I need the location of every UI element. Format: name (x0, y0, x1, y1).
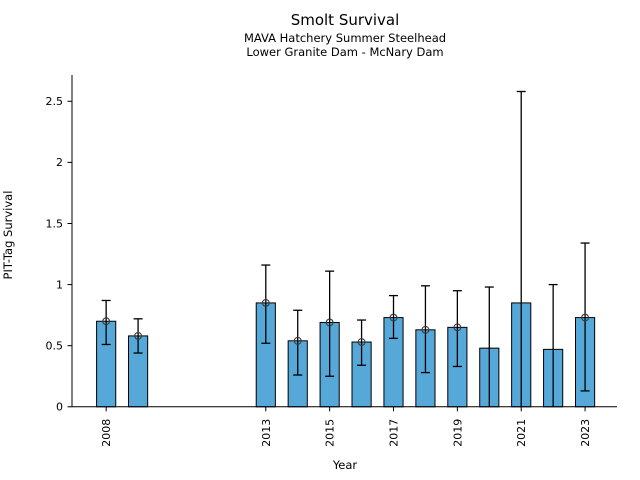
x-tick-label: 2013 (260, 419, 273, 447)
y-tick-label: 1.5 (46, 217, 64, 230)
chart-subtitle-reach: Lower Granite Dam - McNary Dam (246, 45, 444, 59)
x-tick-label: 2023 (579, 419, 592, 447)
point-marker-2019 (453, 323, 462, 332)
x-axis-label: Year (332, 458, 358, 472)
chart-title: Smolt Survival (290, 11, 400, 29)
x-tick-label: 2015 (324, 419, 337, 447)
point-marker-2015 (325, 318, 334, 327)
point-marker-2016 (357, 338, 366, 346)
y-tick-label: 0 (56, 401, 63, 414)
chart-subtitle-hatchery: MAVA Hatchery Summer Steelhead (243, 31, 447, 45)
point-marker-2014 (293, 336, 302, 345)
y-tick-label: 2.5 (46, 95, 64, 108)
x-tick-label: 2017 (388, 419, 401, 447)
y-tick-label: 2 (56, 156, 63, 169)
point-marker-2013 (261, 298, 270, 307)
point-marker-2009 (134, 331, 143, 340)
x-tick-label: 2019 (451, 419, 464, 447)
y-tick-label: 1 (56, 278, 63, 291)
point-marker-2017 (389, 313, 398, 322)
point-marker-2023 (581, 313, 590, 322)
point-marker-2018 (421, 325, 430, 334)
y-tick-label: 0.5 (46, 339, 64, 352)
point-marker-2008 (102, 317, 111, 326)
x-tick-label: 2021 (515, 419, 528, 447)
x-tick-label: 2008 (100, 419, 113, 447)
